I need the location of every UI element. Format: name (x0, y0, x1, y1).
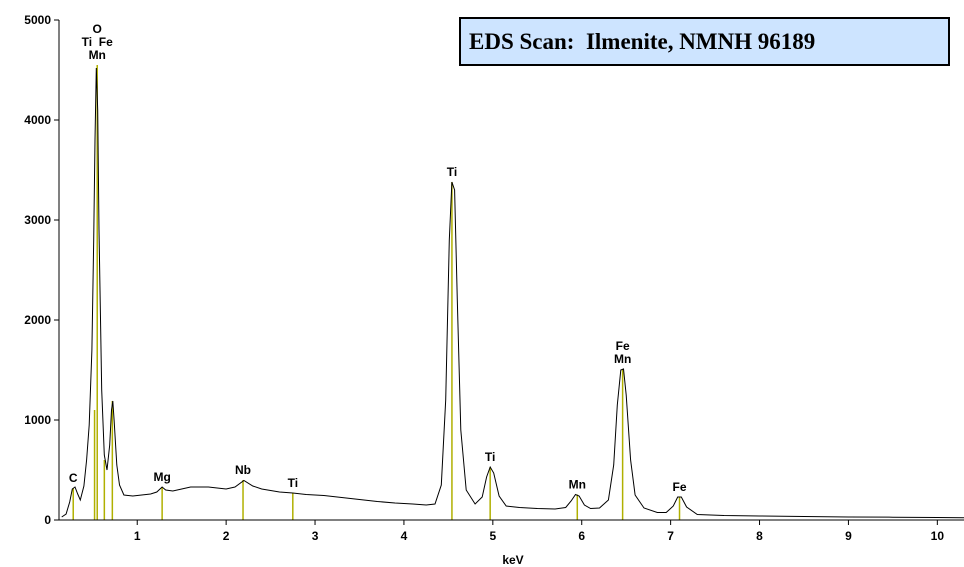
peak-label: Fe (616, 339, 630, 353)
x-tick-label: 6 (578, 529, 585, 543)
peak-label: Mn (569, 478, 586, 492)
peak-label: Ti (485, 450, 495, 464)
peak-label: O (93, 22, 102, 36)
axes (58, 20, 964, 521)
y-tick-label: 3000 (24, 213, 51, 227)
x-tick-label: 7 (667, 529, 674, 543)
x-tick-label: 5 (489, 529, 496, 543)
x-axis-label: keV (502, 553, 523, 567)
peak-label: Nb (235, 463, 251, 477)
peak-marker-lines (72, 65, 681, 520)
peak-label: Mn (614, 352, 631, 366)
y-tick-label: 2000 (24, 313, 51, 327)
x-tick-label: 9 (845, 529, 852, 543)
x-tick-label: 3 (312, 529, 319, 543)
y-tick-label: 5000 (24, 13, 51, 27)
peak-label: C (69, 471, 78, 485)
x-tick-label: 1 (134, 529, 141, 543)
peak-label: Mg (153, 470, 170, 484)
peak-label: Ti (447, 165, 457, 179)
y-tick-label: 4000 (24, 113, 51, 127)
peak-label: Ti (288, 476, 298, 490)
x-tick-label: 8 (756, 529, 763, 543)
chart-title: EDS Scan: Ilmenite, NMNH 96189 (459, 17, 950, 66)
peak-label: Ti Fe (82, 35, 113, 49)
y-tick-label: 1000 (24, 413, 51, 427)
peak-label: Fe (673, 480, 687, 494)
y-tick-label: 0 (44, 513, 51, 527)
y-ticks: 0 1000 2000 3000 4000 5000 (24, 13, 59, 527)
x-tick-label: 4 (401, 529, 408, 543)
x-ticks: 1 2 3 4 5 6 7 8 9 10 (134, 520, 944, 543)
x-tick-label: 2 (223, 529, 230, 543)
peak-label: Mn (89, 48, 106, 62)
spectrum-line (61, 67, 964, 519)
x-tick-label: 10 (931, 529, 945, 543)
